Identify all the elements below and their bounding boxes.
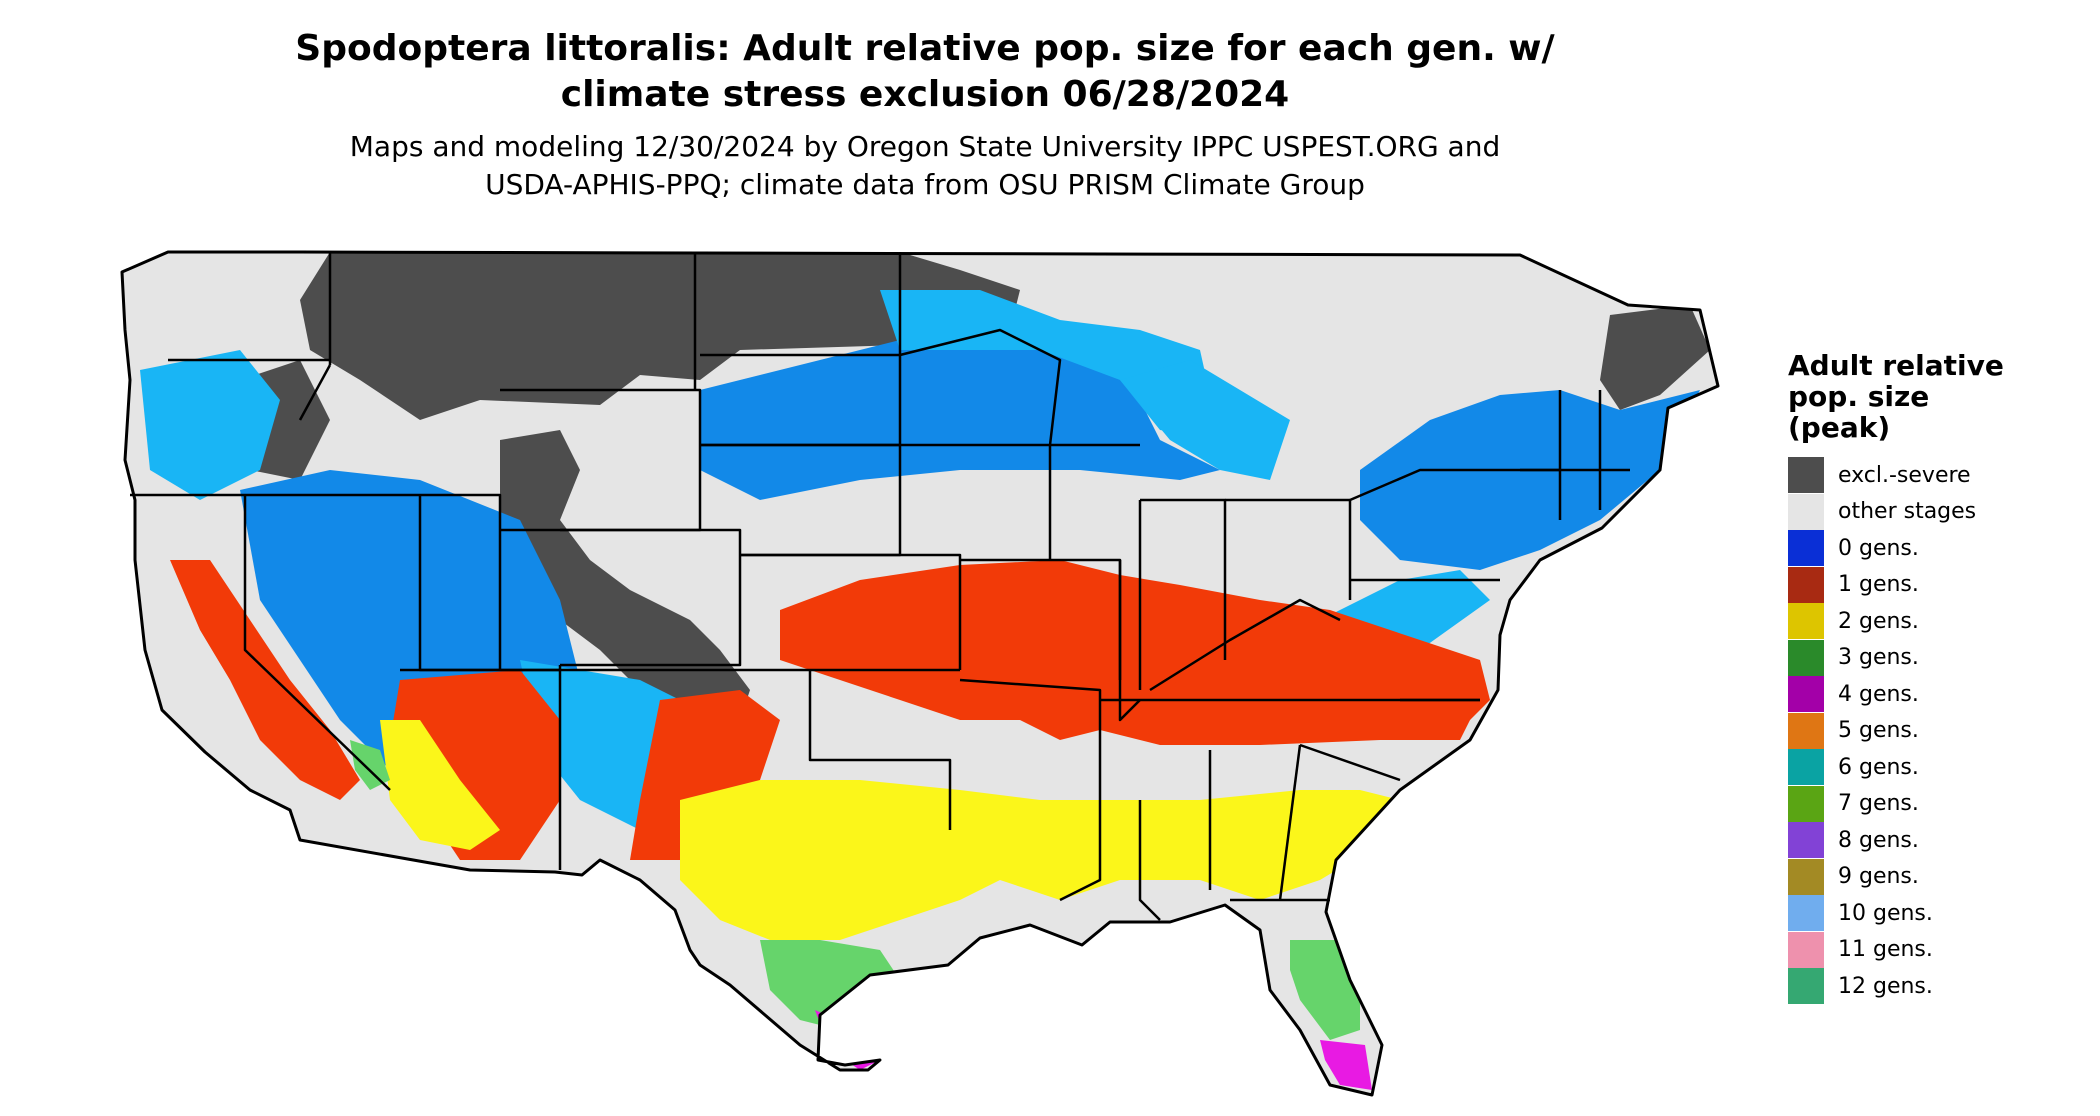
region-1gen-southern-plains bbox=[630, 690, 780, 860]
region-excluded-colorado bbox=[500, 430, 750, 720]
legend-item: 5 gens. bbox=[1788, 712, 2088, 750]
region-blue-michigan bbox=[1120, 360, 1290, 480]
map-subtitle: Maps and modeling 12/30/2024 by Oregon S… bbox=[250, 128, 1600, 204]
legend-label: 10 gens. bbox=[1838, 900, 1933, 926]
region-blue-north-central bbox=[700, 335, 1220, 500]
legend-label: 4 gens. bbox=[1838, 681, 1919, 707]
legend-label: 2 gens. bbox=[1838, 608, 1919, 634]
map-regions bbox=[122, 252, 1718, 1095]
legend-label: 3 gens. bbox=[1838, 645, 1919, 671]
legend-swatch bbox=[1788, 603, 1824, 640]
legend-item: 8 gens. bbox=[1788, 822, 2088, 859]
legend-swatch bbox=[1788, 749, 1824, 786]
title-line-2: climate stress exclusion 06/28/2024 bbox=[560, 74, 1290, 115]
legend-title-line-3: (peak) bbox=[1788, 411, 1891, 444]
legend-title-line-2: pop. size bbox=[1788, 380, 1930, 413]
region-blue-northeast bbox=[1360, 390, 1700, 570]
legend-item: 12 gens. bbox=[1788, 968, 2088, 1005]
legend-swatch bbox=[1788, 676, 1824, 713]
region-excluded-north-rockies bbox=[300, 252, 1020, 420]
region-1gen-tennessee bbox=[1100, 680, 1480, 745]
legend-swatch bbox=[1788, 931, 1824, 968]
legend-item: 11 gens. bbox=[1788, 931, 2088, 969]
legend-item: 9 gens. bbox=[1788, 858, 2088, 896]
legend-label: 12 gens. bbox=[1838, 973, 1933, 999]
legend-swatch bbox=[1788, 639, 1824, 676]
legend-label: 0 gens. bbox=[1838, 535, 1919, 561]
legend-item: 2 gens. bbox=[1788, 603, 2088, 640]
subtitle-line-1: Maps and modeling 12/30/2024 by Oregon S… bbox=[349, 130, 1501, 163]
legend-swatch bbox=[1788, 457, 1824, 494]
region-blue-light-upper-midwest bbox=[880, 290, 1220, 440]
region-green-california bbox=[350, 740, 390, 790]
legend-label: other stages bbox=[1838, 499, 1977, 525]
legend-swatch bbox=[1788, 712, 1824, 749]
legend-label: 6 gens. bbox=[1838, 754, 1919, 780]
legend-item: 10 gens. bbox=[1788, 895, 2088, 932]
legend-title: Adult relative pop. size (peak) bbox=[1788, 350, 2088, 443]
legend-item: 0 gens. bbox=[1788, 530, 2088, 567]
legend-swatch bbox=[1788, 566, 1824, 603]
legend-swatch bbox=[1788, 530, 1824, 567]
legend-label: 8 gens. bbox=[1838, 827, 1919, 853]
region-1gen-california bbox=[170, 560, 360, 800]
legend-item: 1 gens. bbox=[1788, 566, 2088, 604]
us-map bbox=[120, 250, 1720, 1097]
legend-item: 3 gens. bbox=[1788, 639, 2088, 677]
legend-item: 4 gens. bbox=[1788, 676, 2088, 713]
legend-label: 11 gens. bbox=[1838, 937, 1933, 963]
region-4gens-south-florida bbox=[1320, 1040, 1372, 1090]
legend-swatch bbox=[1788, 822, 1824, 859]
legend-item: other stages bbox=[1788, 493, 2088, 531]
title-line-1: Spodoptera littoralis: Adult relative po… bbox=[295, 28, 1555, 69]
region-2gens-gulf-band bbox=[680, 780, 1400, 940]
legend-swatch bbox=[1788, 968, 1824, 1005]
legend-items: excl.-severe other stages 0 gens. 1 gens. 2 … bbox=[1788, 457, 2088, 1005]
legend-label: 9 gens. bbox=[1838, 864, 1919, 890]
state-borders bbox=[130, 252, 1630, 921]
legend-item: excl.-severe bbox=[1788, 457, 2088, 494]
region-excluded-maine bbox=[1600, 305, 1710, 410]
legend-swatch bbox=[1788, 785, 1824, 822]
region-2gens-arizona bbox=[380, 720, 500, 850]
legend-label: excl.-severe bbox=[1838, 462, 1971, 488]
legend: Adult relative pop. size (peak) excl.-se… bbox=[1788, 350, 2088, 1005]
legend-label: 1 gens. bbox=[1838, 572, 1919, 598]
legend-swatch bbox=[1788, 493, 1824, 530]
region-green-florida bbox=[1290, 940, 1360, 1040]
legend-swatch bbox=[1788, 858, 1824, 895]
legend-title-line-1: Adult relative bbox=[1788, 349, 2004, 382]
subtitle-line-2: USDA-APHIS-PPQ; climate data from OSU PR… bbox=[485, 168, 1365, 201]
map-title: Spodoptera littoralis: Adult relative po… bbox=[250, 26, 1600, 118]
legend-item: 6 gens. bbox=[1788, 749, 2088, 786]
legend-label: 7 gens. bbox=[1838, 791, 1919, 817]
legend-label: 5 gens. bbox=[1838, 718, 1919, 744]
legend-swatch bbox=[1788, 895, 1824, 932]
region-blue-pacific-northwest bbox=[140, 350, 280, 500]
legend-item: 7 gens. bbox=[1788, 785, 2088, 823]
